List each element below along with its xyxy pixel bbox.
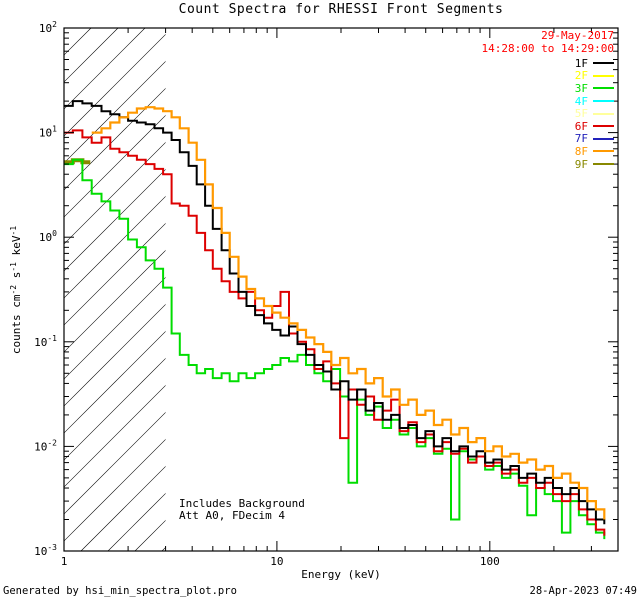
legend-color-line	[593, 62, 614, 65]
legend-label: 3F	[574, 81, 588, 95]
series-6F	[64, 129, 606, 536]
legend-entry-4F: 4F	[482, 95, 614, 108]
legend-entries: 1F 2F 3F 4F 5F 6F 7F 8F 9F	[482, 57, 614, 171]
legend-label: 7F	[574, 132, 588, 146]
svg-text:10-1: 10-1	[34, 334, 57, 349]
footer-datetime: 28-Apr-2023 07:49	[529, 585, 637, 597]
legend-color-line	[593, 150, 614, 153]
legend-color-line	[593, 163, 614, 166]
legend-color-line	[593, 74, 614, 77]
legend-entry-8F: 8F	[482, 145, 614, 158]
svg-text:101: 101	[39, 125, 57, 140]
x-tick-labels: 1 10 100	[61, 555, 500, 568]
legend-date: 29-May-2017	[541, 29, 614, 42]
legend-time-range: 14:28:00 to 14:29:00	[481, 41, 614, 55]
legend-entry-1F: 1F	[482, 57, 614, 70]
legend-label: 9F	[574, 157, 588, 171]
svg-text:102: 102	[39, 20, 57, 35]
annotation-includes-background: Includes Background	[179, 497, 305, 510]
page-title: Count Spectra for RHESSI Front Segments	[178, 2, 504, 17]
legend-entry-3F: 3F	[482, 82, 614, 95]
series-group	[64, 100, 606, 540]
legend-label: 1F	[574, 56, 588, 70]
legend-color-line	[593, 125, 614, 128]
svg-text:10-2: 10-2	[34, 438, 57, 453]
legend-entry-9F: 9F	[482, 158, 614, 171]
legend-entry-6F: 6F	[482, 120, 614, 133]
legend-label: 6F	[574, 119, 588, 133]
x-axis-label: Energy (keV)	[301, 568, 381, 581]
legend-label: 5F	[574, 107, 588, 121]
footer-generated-by: Generated by hsi_min_spectra_plot.pro	[3, 585, 237, 597]
legend: 29-May-2017 14:28:00 to 14:29:00 1F 2F 3F 4…	[481, 29, 614, 171]
legend-label: 2F	[574, 69, 588, 83]
svg-text:1: 1	[61, 555, 68, 568]
series-8F	[91, 106, 606, 520]
y-tick-labels: 10-3 10-2 10-1 100 101 102	[34, 20, 57, 558]
legend-color-line	[593, 137, 614, 140]
legend-entry-7F: 7F	[482, 132, 614, 146]
svg-text:10: 10	[270, 555, 283, 568]
y-axis-label: counts cm-2 s-1 keV-1	[9, 226, 23, 354]
legend-label: 4F	[574, 94, 588, 108]
annotation-att-fdecim: Att A0, FDecim 4	[179, 509, 285, 522]
legend-color-line	[593, 112, 614, 115]
svg-text:10-3: 10-3	[34, 543, 57, 558]
legend-label: 8F	[574, 144, 588, 158]
legend-entry-2F: 2F	[482, 69, 614, 83]
series-1F	[64, 100, 606, 525]
legend-color-line	[593, 100, 614, 103]
legend-color-line	[593, 87, 614, 90]
svg-text:100: 100	[480, 555, 500, 568]
svg-text:100: 100	[39, 229, 57, 244]
legend-entry-5F: 5F	[482, 107, 614, 120]
